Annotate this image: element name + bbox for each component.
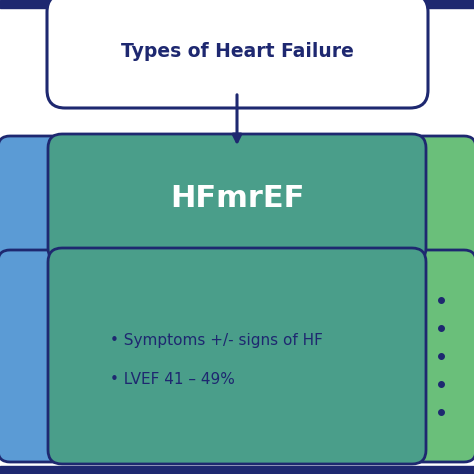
FancyBboxPatch shape xyxy=(48,134,426,262)
FancyBboxPatch shape xyxy=(406,250,474,462)
FancyBboxPatch shape xyxy=(0,136,68,260)
Text: Types of Heart Failure: Types of Heart Failure xyxy=(121,42,354,61)
Bar xyxy=(0,466,474,474)
FancyBboxPatch shape xyxy=(0,250,68,462)
FancyBboxPatch shape xyxy=(406,136,474,260)
FancyBboxPatch shape xyxy=(47,0,428,108)
Text: HFmrEF: HFmrEF xyxy=(170,183,304,212)
Text: • LVEF 41 – 49%: • LVEF 41 – 49% xyxy=(110,373,235,388)
Text: • Symptoms +/- signs of HF: • Symptoms +/- signs of HF xyxy=(110,332,323,347)
Bar xyxy=(0,0,474,8)
FancyBboxPatch shape xyxy=(48,248,426,464)
